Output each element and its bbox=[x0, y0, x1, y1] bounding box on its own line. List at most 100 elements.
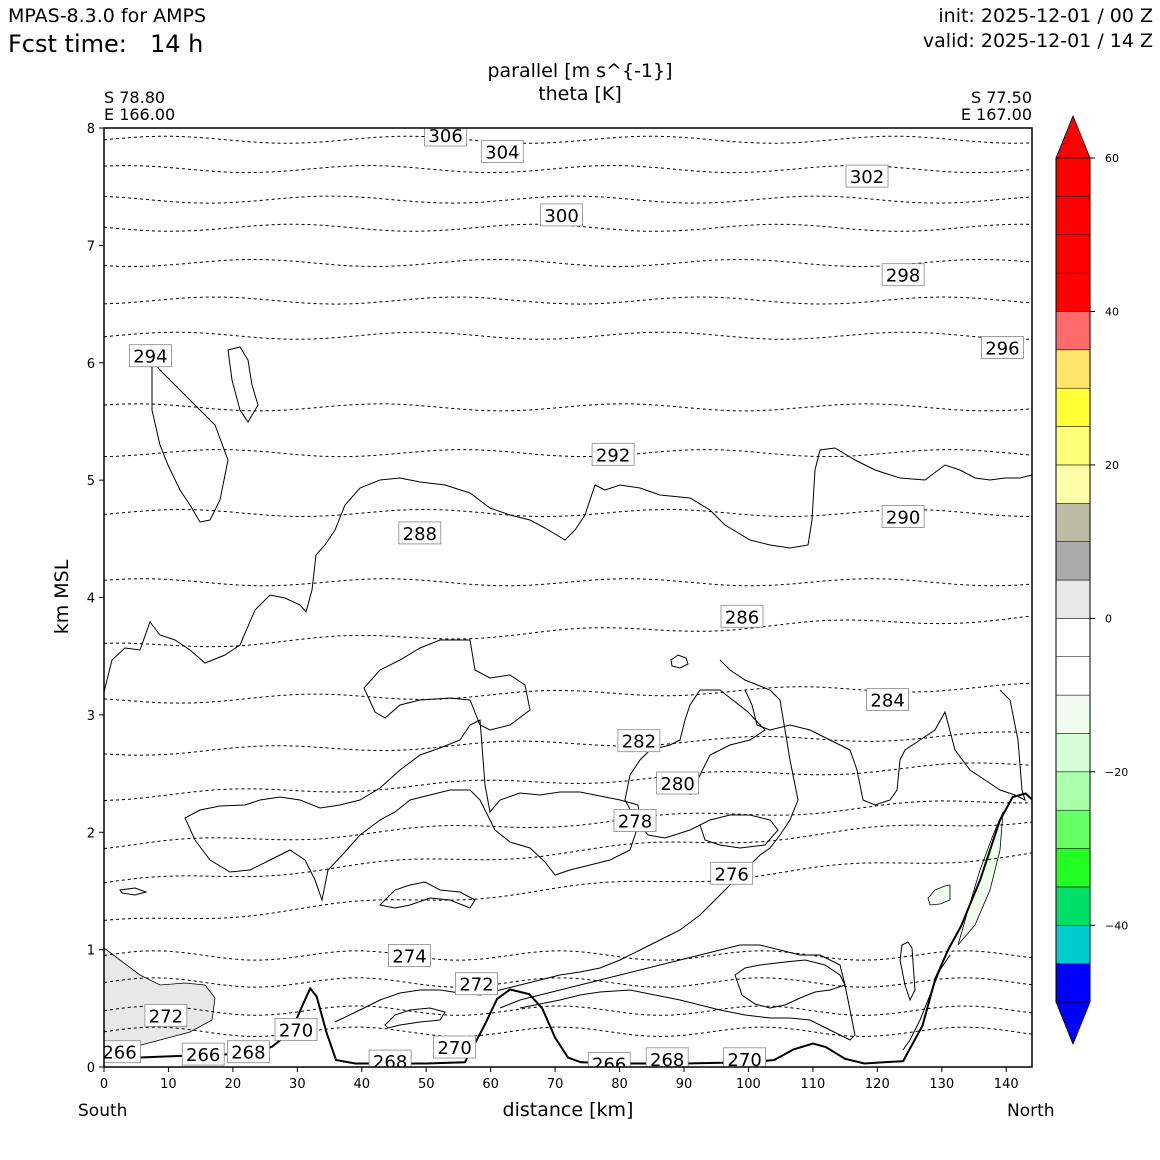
theta-label-box bbox=[881, 263, 925, 287]
theta-isentrope bbox=[104, 135, 1032, 144]
theta-label: 268 bbox=[373, 1052, 407, 1073]
parallel-wind-contour bbox=[734, 959, 846, 1009]
colorbar-swatch bbox=[1055, 311, 1091, 351]
theta-isentrope bbox=[104, 800, 1032, 850]
x-axis-label: distance [km] bbox=[502, 1099, 634, 1121]
theta-label: 298 bbox=[886, 266, 920, 287]
theta-label-box bbox=[104, 1040, 141, 1064]
theta-label-box bbox=[591, 442, 635, 466]
theta-label-group: 266 bbox=[104, 1040, 141, 1064]
theta-label-group: 292 bbox=[591, 442, 635, 466]
x-tick-label: 50 bbox=[418, 1077, 435, 1092]
theta-label-group: 288 bbox=[398, 521, 442, 545]
theta-label: 272 bbox=[149, 1006, 183, 1027]
theta-isentrope-low bbox=[104, 1026, 1032, 1038]
theta-label: 302 bbox=[850, 167, 884, 188]
theta-label: 274 bbox=[392, 947, 426, 968]
theta-label-group: 272 bbox=[455, 972, 498, 996]
theta-label-box bbox=[710, 861, 754, 885]
terrain-surface-line bbox=[104, 792, 1032, 1065]
y-tick-label: 1 bbox=[87, 944, 95, 959]
parallel-wind-contour bbox=[227, 346, 259, 423]
theta-label: 280 bbox=[660, 774, 694, 795]
parallel-wind-contour bbox=[119, 887, 148, 896]
parallel-wind-contour bbox=[151, 358, 229, 523]
theta-label-group: 302 bbox=[845, 164, 889, 188]
south-label: South bbox=[78, 1101, 128, 1121]
colorbar-swatch bbox=[1055, 196, 1091, 235]
colorbar-swatch bbox=[1055, 618, 1091, 657]
x-tick-label: 80 bbox=[611, 1077, 628, 1092]
colorbar-swatch bbox=[1055, 771, 1091, 811]
theta-label-box bbox=[181, 1042, 225, 1066]
colorbar-swatch bbox=[1055, 694, 1091, 734]
shaded-region-green-small bbox=[927, 884, 951, 906]
theta-label: 294 bbox=[133, 347, 167, 368]
theta-label-group: 284 bbox=[866, 688, 909, 712]
theta-label: 282 bbox=[622, 732, 656, 753]
theta-label-group: 272 bbox=[144, 1004, 188, 1027]
parallel-wind-contour bbox=[670, 654, 689, 669]
chart-title: parallel [m s^{-1}] theta [K] bbox=[487, 60, 672, 106]
theta-label: 304 bbox=[485, 143, 519, 164]
x-tick-label: 110 bbox=[800, 1077, 825, 1092]
theta-label-group: 280 bbox=[656, 771, 699, 795]
theta-label-group: 270 bbox=[274, 1018, 318, 1041]
theta-isentrope bbox=[104, 331, 1032, 340]
colorbar-swatch bbox=[1055, 809, 1091, 849]
parallel-wind-contour bbox=[899, 941, 916, 1002]
theta-label: 290 bbox=[886, 508, 920, 529]
theta-label: 270 bbox=[437, 1038, 471, 1059]
theta-label-box bbox=[656, 771, 699, 795]
theta-isentrope bbox=[104, 195, 1032, 204]
x-tick-label: 100 bbox=[736, 1077, 761, 1092]
theta-label-box bbox=[720, 604, 764, 628]
theta-label-box bbox=[455, 972, 498, 996]
theta-label-box bbox=[398, 521, 442, 545]
init-time: init: 2025-12-01 / 00 Z bbox=[938, 5, 1153, 27]
theta-label: 284 bbox=[870, 691, 904, 712]
theta-label-group: 304 bbox=[480, 140, 524, 164]
theta-label: 306 bbox=[428, 126, 462, 147]
theta-label-box bbox=[723, 1047, 766, 1067]
colorbar-swatch bbox=[1055, 503, 1091, 542]
theta-label-box bbox=[587, 1052, 631, 1067]
y-tick-label: 5 bbox=[87, 474, 95, 489]
valid-time: valid: 2025-12-01 / 14 Z bbox=[922, 30, 1153, 52]
colorbar-swatch bbox=[1055, 272, 1091, 312]
theta-label-group: 268 bbox=[645, 1047, 689, 1067]
theta-label-box bbox=[981, 336, 1024, 359]
parallel-wind-contour bbox=[334, 659, 799, 1023]
theta-label-box bbox=[274, 1018, 318, 1041]
theta-label-box bbox=[128, 344, 172, 368]
y-tick-label: 7 bbox=[87, 239, 95, 254]
x-tick-label: 30 bbox=[289, 1077, 306, 1092]
x-tick-label: 0 bbox=[100, 1077, 108, 1092]
theta-label-group: 270 bbox=[433, 1035, 477, 1059]
theta-label-group: 286 bbox=[720, 604, 764, 628]
theta-label: 278 bbox=[618, 812, 652, 833]
colorbar-swatch bbox=[1055, 464, 1091, 504]
right-endpoint-lon: E 167.00 bbox=[960, 105, 1032, 124]
theta-label: 288 bbox=[403, 524, 437, 545]
colorbar-tick-label: 20 bbox=[1105, 459, 1119, 472]
colorbar-swatch bbox=[1055, 426, 1091, 466]
plot-content: 3063043023002982962942922902882862842822… bbox=[104, 126, 1032, 1073]
colorbar-swatch bbox=[1055, 656, 1091, 696]
theta-label-group: 282 bbox=[617, 729, 661, 753]
colorbar-frame bbox=[1055, 157, 1091, 1003]
colorbar-tick-label: −20 bbox=[1105, 766, 1128, 779]
x-tick-label: 90 bbox=[676, 1077, 693, 1092]
north-label: North bbox=[1007, 1101, 1055, 1121]
theta-label: 276 bbox=[715, 864, 749, 885]
theta-label-group: 306 bbox=[424, 126, 468, 147]
theta-label-group: 290 bbox=[881, 505, 925, 529]
x-tick-label: 40 bbox=[354, 1077, 371, 1092]
colorbar-swatch bbox=[1055, 157, 1091, 197]
theta-isentrope bbox=[104, 258, 1032, 268]
theta-label: 292 bbox=[596, 445, 630, 466]
parallel-wind-contour bbox=[744, 689, 1026, 806]
theta-isentrope bbox=[104, 615, 1032, 648]
theta-isentrope bbox=[104, 762, 1032, 801]
